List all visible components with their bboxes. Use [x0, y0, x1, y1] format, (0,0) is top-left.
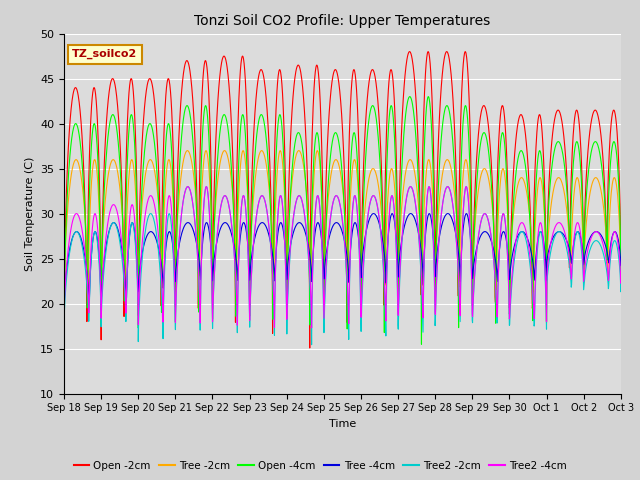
Y-axis label: Soil Temperature (C): Soil Temperature (C): [24, 156, 35, 271]
X-axis label: Time: Time: [329, 419, 356, 429]
Title: Tonzi Soil CO2 Profile: Upper Temperatures: Tonzi Soil CO2 Profile: Upper Temperatur…: [195, 14, 490, 28]
Text: TZ_soilco2: TZ_soilco2: [72, 49, 138, 59]
Legend: Open -2cm, Tree -2cm, Open -4cm, Tree -4cm, Tree2 -2cm, Tree2 -4cm: Open -2cm, Tree -2cm, Open -4cm, Tree -4…: [69, 456, 571, 475]
